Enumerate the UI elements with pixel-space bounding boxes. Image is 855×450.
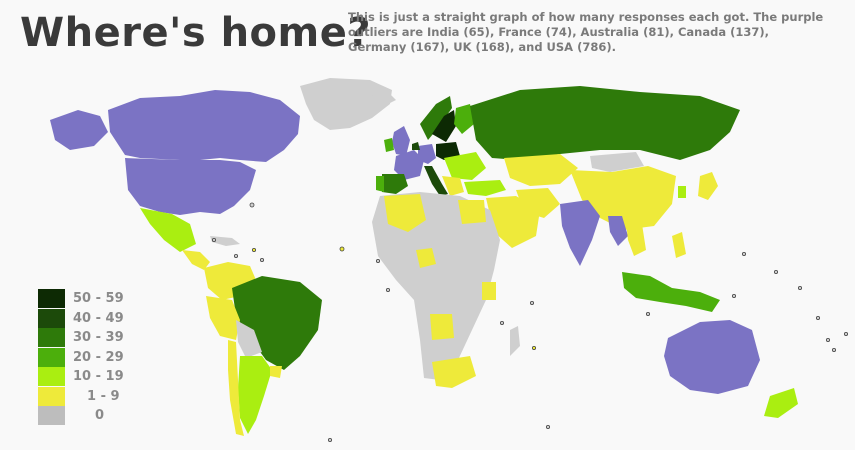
- legend: 50 - 59 40 - 49 30 - 39 20 - 29 10 - 19 …: [38, 289, 165, 426]
- legend-label: 40 - 49: [73, 310, 124, 326]
- region-north-africa[interactable]: [384, 194, 426, 232]
- region-se-asia[interactable]: [608, 216, 628, 246]
- region-mexico[interactable]: [140, 208, 196, 252]
- region-indochina[interactable]: [626, 222, 646, 256]
- region-peru[interactable]: [206, 296, 240, 340]
- region-alaska[interactable]: [50, 110, 108, 150]
- legend-item: 10 - 19: [38, 367, 165, 387]
- region-norway[interactable]: [420, 96, 452, 140]
- legend-swatch: [38, 386, 65, 406]
- region-portugal[interactable]: [376, 176, 384, 192]
- region-eastern-europe[interactable]: [444, 152, 486, 180]
- legend-swatch: [38, 406, 65, 426]
- region-turkey[interactable]: [464, 180, 506, 196]
- region-new-zealand[interactable]: [764, 388, 798, 418]
- region-uruguay[interactable]: [270, 366, 282, 378]
- region-caribbean: [210, 236, 240, 246]
- legend-swatch: [38, 289, 65, 309]
- region-egypt[interactable]: [458, 200, 486, 224]
- region-ireland[interactable]: [384, 138, 394, 152]
- legend-item: 0: [38, 406, 165, 426]
- region-brazil[interactable]: [232, 276, 322, 370]
- region-central-america[interactable]: [182, 250, 210, 270]
- legend-swatch: [38, 367, 65, 387]
- region-netherlands[interactable]: [412, 142, 420, 150]
- legend-item: 1 - 9: [38, 386, 165, 407]
- region-iran[interactable]: [516, 188, 560, 218]
- legend-swatch: [38, 347, 65, 367]
- subtitle: This is just a straight graph of how man…: [348, 10, 824, 54]
- region-bolivia: [236, 320, 262, 358]
- region-greenland: [300, 78, 392, 130]
- region-chile[interactable]: [228, 340, 244, 436]
- legend-item: 50 - 59: [38, 289, 165, 309]
- region-france[interactable]: [394, 150, 424, 180]
- region-africa: [372, 192, 500, 380]
- legend-item: 40 - 49: [38, 308, 165, 329]
- region-usa[interactable]: [125, 158, 256, 215]
- region-russia[interactable]: [470, 86, 740, 160]
- region-madagascar: [510, 326, 520, 356]
- region-nigeria[interactable]: [416, 248, 436, 268]
- region-argentina[interactable]: [238, 356, 272, 434]
- region-angola[interactable]: [430, 314, 454, 340]
- region-philippines[interactable]: [672, 232, 686, 258]
- region-mongolia: [590, 152, 644, 172]
- region-japan[interactable]: [698, 172, 718, 200]
- legend-swatch: [38, 308, 65, 328]
- island-markers: [211, 202, 849, 442]
- region-kenya[interactable]: [482, 282, 496, 300]
- region-india[interactable]: [560, 200, 600, 266]
- region-iceland: [370, 92, 396, 106]
- page-title: Where's home?: [20, 10, 372, 56]
- region-kazakhstan[interactable]: [504, 154, 578, 186]
- region-italy[interactable]: [424, 166, 448, 196]
- region-sweden[interactable]: [432, 110, 456, 142]
- legend-item: 20 - 29: [38, 347, 165, 368]
- region-australia[interactable]: [664, 320, 760, 394]
- region-spain[interactable]: [382, 174, 408, 194]
- legend-label: 50 - 59: [73, 291, 124, 307]
- legend-label: 20 - 29: [73, 349, 124, 365]
- region-poland[interactable]: [436, 142, 460, 160]
- legend-label: 30 - 39: [73, 330, 124, 346]
- region-uk[interactable]: [392, 126, 410, 156]
- region-germany[interactable]: [418, 144, 436, 164]
- region-korea[interactable]: [678, 186, 686, 198]
- legend-label: 0: [95, 408, 105, 424]
- region-canada[interactable]: [108, 90, 300, 162]
- region-finland[interactable]: [454, 104, 474, 134]
- region-balkans[interactable]: [442, 176, 464, 196]
- legend-label: 10 - 19: [73, 369, 124, 385]
- legend-label: 1 - 9: [87, 388, 120, 404]
- region-south-africa[interactable]: [432, 356, 476, 388]
- region-indonesia[interactable]: [622, 272, 720, 312]
- legend-swatch: [38, 328, 65, 348]
- legend-item: 30 - 39: [38, 328, 165, 348]
